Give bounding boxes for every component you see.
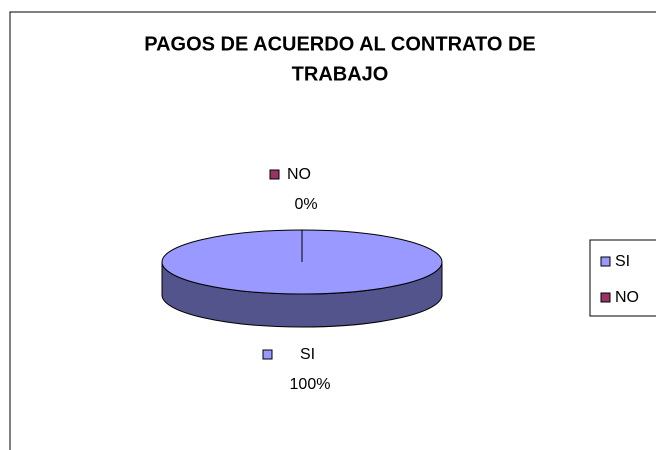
legend-label: SI <box>615 253 630 270</box>
legend-label: NO <box>615 289 639 306</box>
legend-box <box>589 239 656 317</box>
data-label-marker <box>269 169 280 180</box>
data-label-value: 100% <box>290 376 331 393</box>
data-label-value: 0% <box>294 196 317 213</box>
chart-title-line1: PAGOS DE ACUERDO AL CONTRATO DE <box>144 33 536 55</box>
data-label-category: SI <box>300 346 315 363</box>
data-label-category: NO <box>287 166 311 183</box>
legend-marker <box>600 256 611 267</box>
data-label-marker <box>262 349 273 360</box>
chart-title-line2: TRABAJO <box>292 63 389 85</box>
legend-marker <box>600 292 611 303</box>
